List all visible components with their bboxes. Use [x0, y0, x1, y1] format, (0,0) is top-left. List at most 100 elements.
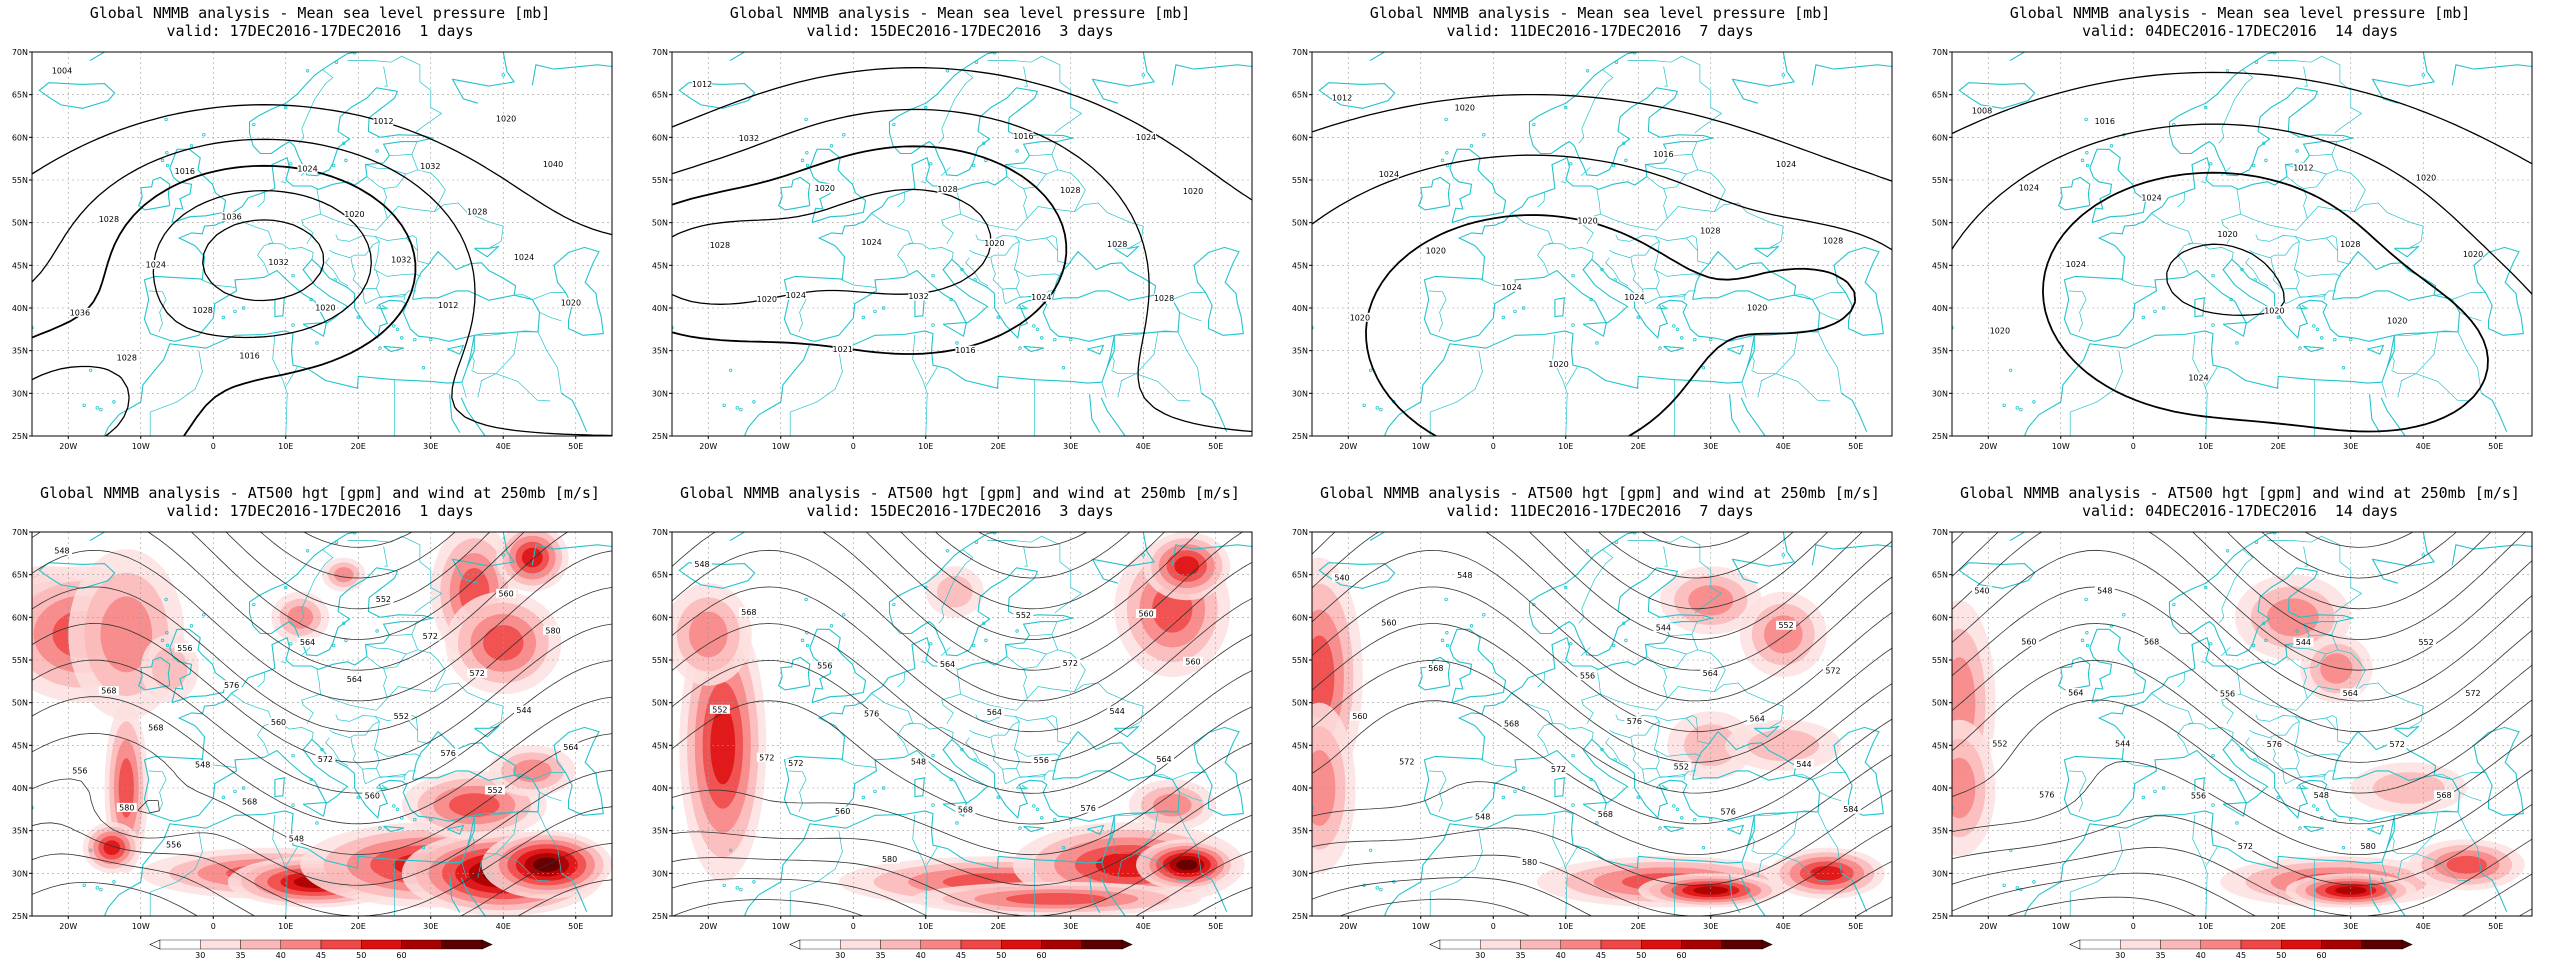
lat-tick-label: 45N [1932, 261, 1948, 270]
mslp-panel-1: Global NMMB analysis - Mean sea level pr… [0, 0, 640, 480]
lon-tick-label: 20E [1631, 442, 1646, 451]
axis-labels: 70N 65N 60N 55N 50N 45N 40N 35N 30N 25N 20W 10W 0 10E… [652, 48, 1224, 451]
lat-tick-label: 70N [12, 528, 28, 537]
contour-label: 1028 [937, 185, 957, 194]
contour-label: 1024 [2141, 193, 2161, 202]
contour-label: 544 [516, 706, 531, 715]
lon-tick-label: 10W [1412, 442, 1430, 451]
wind-mark [2335, 886, 2367, 895]
lon-tick-label: 20W [1979, 922, 1997, 931]
contour-labels: 1004 1012 1016 1020 1024 1028 1032 1036 1040 1020… [52, 66, 581, 363]
colorbar-tick-label: 40 [2196, 951, 2206, 960]
lat-tick-label: 50N [12, 699, 28, 708]
contour-label: 568 [148, 724, 163, 733]
lat-tick-label: 70N [1932, 48, 1948, 57]
contour-label: 1024 [786, 291, 806, 300]
contour-label: 556 [1034, 756, 1049, 765]
lat-tick-label: 40N [1932, 784, 1948, 793]
contour-label: 572 [1551, 765, 1566, 774]
contour-label: 580 [882, 855, 897, 864]
axis-labels: 70N 65N 60N 55N 50N 45N 40N 35N 30N 25N 20W 10W 0 10E… [1292, 48, 1864, 451]
lon-tick-label: 0 [211, 922, 216, 931]
lon-tick-label: 20W [59, 922, 77, 931]
contour-label: 1024 [861, 238, 881, 247]
lon-tick-label: 30E [423, 442, 438, 451]
lon-tick-label: 0 [1491, 442, 1496, 451]
contour-label: 560 [1138, 609, 1153, 618]
lat-tick-label: 65N [12, 571, 28, 580]
contour-label: 1020 [1183, 187, 1203, 196]
wind-mark [937, 575, 973, 608]
colorbar-tick-label: 45 [2236, 951, 2246, 960]
map-frame [1311, 531, 1893, 917]
contour-label: 576 [1081, 804, 1096, 813]
colorbar-swatch [1600, 939, 1642, 950]
lon-tick-label: 0 [2131, 922, 2136, 931]
contour-label: 564 [300, 638, 315, 647]
map-frame [31, 51, 613, 437]
colorbar-swatch [799, 939, 841, 950]
contour-label: 556 [2220, 689, 2235, 698]
lat-tick-label: 70N [1932, 528, 1948, 537]
lat-tick-label: 60N [12, 613, 28, 622]
coastlines [1312, 52, 1892, 436]
contour-label: 552 [712, 705, 727, 714]
map-canvas: 540 544 548 552 556 560 564 568 572 576 568 564 572 5… [1292, 528, 1893, 960]
contour-label: 1028 [1823, 237, 1843, 246]
z500-wind-panel-7: Global NMMB analysis - AT500 hgt [gpm] a… [1280, 480, 1920, 960]
colorbar-swatch [2200, 939, 2242, 950]
contour-label: 572 [470, 669, 485, 678]
lon-tick-label: 30E [1063, 442, 1078, 451]
colorbar-swatch [920, 939, 962, 950]
contour-label: 1020 [1350, 313, 1370, 322]
lat-tick-label: 40N [1292, 784, 1308, 793]
lon-tick-label: 50E [2488, 922, 2503, 931]
contour-label: 572 [788, 759, 803, 768]
colorbar-swatch [2240, 939, 2282, 950]
colorbar-swatch [200, 939, 241, 950]
contour-label: 548 [195, 761, 210, 770]
panel-valid-date: valid: 17DEC2016-17DEC2016 1 days [166, 22, 474, 40]
contour-labels: 548 552 556 560 564 568 572 576 560 564 572 544 548 5… [692, 559, 1203, 864]
contour-label: 1024 [146, 261, 166, 270]
wind-mark [1176, 859, 1198, 871]
contour-label: 568 [1598, 810, 1613, 819]
mslp-panel-3: Global NMMB analysis - Mean sea level pr… [1280, 0, 1920, 480]
graticule [1312, 532, 1892, 916]
lon-tick-label: 0 [2131, 442, 2136, 451]
contour-label: 548 [911, 758, 926, 767]
colorbar-swatch [1520, 939, 1561, 950]
lon-tick-label: 10E [918, 922, 933, 931]
wind-mark [118, 758, 134, 818]
contour-label: 576 [224, 681, 239, 690]
contour-label: 540 [1334, 573, 1349, 582]
lat-tick-label: 55N [652, 656, 668, 665]
lon-tick-label: 10W [1412, 922, 1430, 931]
lat-tick-label: 50N [652, 219, 668, 228]
wind-mark [1810, 866, 1844, 881]
lat-tick-label: 60N [1932, 133, 1948, 142]
contour-label: 572 [1825, 667, 1840, 676]
contour-label: 1012 [692, 80, 712, 89]
contour-label: 1016 [175, 167, 195, 176]
colorbar-swatch [2281, 939, 2322, 950]
wind-mark [1688, 585, 1734, 616]
lat-tick-label: 60N [12, 133, 28, 142]
contour-label: 1021 [833, 345, 853, 354]
lon-tick-label: 10W [132, 922, 150, 931]
contour-label: 552 [487, 786, 502, 795]
lat-tick-label: 40N [12, 304, 28, 313]
lat-tick-label: 25N [12, 432, 28, 441]
contour-label: 572 [1399, 757, 1414, 766]
lon-tick-label: 40E [1776, 922, 1791, 931]
contour-label: 560 [1381, 619, 1396, 628]
colorbar-tick-label: 45 [1596, 951, 1606, 960]
lon-tick-label: 20E [351, 442, 366, 451]
contour-labels: 1008 1012 1016 1020 1020 1024 1028 1024 1020 1020… [1972, 106, 2483, 382]
colorbar-tick-label: 40 [916, 951, 926, 960]
map-canvas: 1008 1012 1016 1020 1020 1024 1028 1024 1020 1020… [1932, 48, 2533, 451]
wind-mark [449, 793, 500, 817]
panel-title: Global NMMB analysis - Mean sea level pr… [2009, 4, 2471, 22]
lon-tick-label: 20E [991, 442, 1006, 451]
lat-tick-label: 45N [652, 261, 668, 270]
